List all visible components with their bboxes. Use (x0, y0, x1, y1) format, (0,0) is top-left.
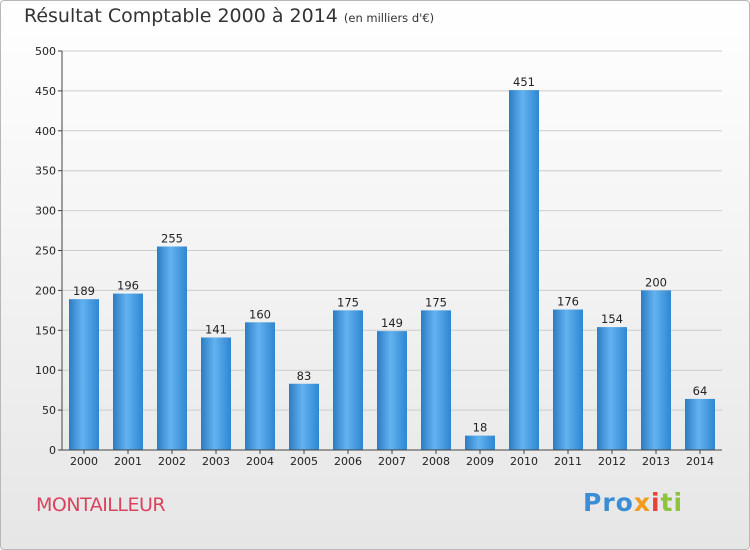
x-tick-label: 2005 (290, 455, 318, 468)
bar (377, 331, 407, 450)
x-tick-label: 2014 (686, 455, 714, 468)
bar (465, 435, 495, 450)
proxiti-logo: Proxiti (583, 488, 683, 517)
bar (201, 337, 231, 450)
bar (553, 309, 583, 450)
data-label: 141 (205, 322, 227, 336)
y-tick-label: 50 (42, 404, 56, 417)
logo-part-3: i (650, 488, 661, 517)
data-label: 451 (513, 75, 535, 89)
commune-name: MONTAILLEUR (36, 494, 166, 516)
x-tick-label: 2008 (422, 455, 450, 468)
logo-part-1: Pro (583, 488, 634, 517)
bar (685, 398, 715, 450)
chart-title-text: Résultat Comptable 2000 à 2014 (24, 5, 338, 27)
data-label: 255 (161, 232, 183, 246)
y-tick-label: 400 (35, 125, 56, 138)
data-label: 18 (473, 421, 488, 435)
data-label: 83 (297, 369, 312, 383)
bar (641, 290, 671, 450)
data-label: 189 (73, 284, 95, 298)
bar (421, 310, 451, 450)
y-tick-label: 150 (35, 324, 56, 337)
data-label: 175 (337, 295, 359, 309)
data-label: 175 (425, 295, 447, 309)
x-tick-label: 2009 (466, 455, 494, 468)
x-tick-label: 2011 (554, 455, 582, 468)
x-tick-label: 2012 (598, 455, 626, 468)
x-tick-label: 2002 (158, 455, 186, 468)
x-tick-label: 2007 (378, 455, 406, 468)
y-tick-label: 250 (35, 245, 56, 258)
bar (289, 383, 319, 450)
bar (245, 322, 275, 450)
bar (157, 246, 187, 450)
bar (333, 310, 363, 450)
data-label: 160 (249, 307, 271, 321)
x-tick-label: 2000 (70, 455, 98, 468)
x-tick-label: 2013 (642, 455, 670, 468)
bar (69, 299, 99, 450)
data-label: 176 (557, 295, 579, 309)
y-tick-label: 200 (35, 284, 56, 297)
y-tick-label: 0 (49, 444, 56, 457)
x-tick-label: 2010 (510, 455, 538, 468)
chart-title: Résultat Comptable 2000 à 2014 (en millie… (24, 5, 434, 27)
y-tick-label: 500 (35, 45, 56, 58)
bar (113, 293, 143, 450)
data-label: 196 (117, 279, 139, 293)
x-tick-label: 2003 (202, 455, 230, 468)
x-tick-label: 2004 (246, 455, 274, 468)
axes: 0 50 100 150 200 250 300 350 400 450 500 2000 2001 20… (35, 45, 722, 468)
y-tick-label: 300 (35, 205, 56, 218)
y-tick-label: 350 (35, 165, 56, 178)
bar (597, 327, 627, 450)
chart-subtitle: (en milliers d'€) (343, 11, 435, 25)
bars: 189 196 255 141 160 83 175 149 175 18 451 176 154 200… (69, 75, 715, 451)
data-label: 64 (693, 384, 708, 398)
logo-part-4: ti (660, 488, 684, 517)
x-tick-label: 2001 (114, 455, 142, 468)
x-tick-label: 2006 (334, 455, 362, 468)
logo-part-2: x (633, 488, 651, 517)
data-label: 149 (381, 316, 403, 330)
bar (509, 90, 539, 451)
data-label: 200 (645, 275, 667, 289)
y-tick-label: 100 (35, 364, 56, 377)
y-tick-label: 450 (35, 85, 56, 98)
data-label: 154 (601, 312, 623, 326)
